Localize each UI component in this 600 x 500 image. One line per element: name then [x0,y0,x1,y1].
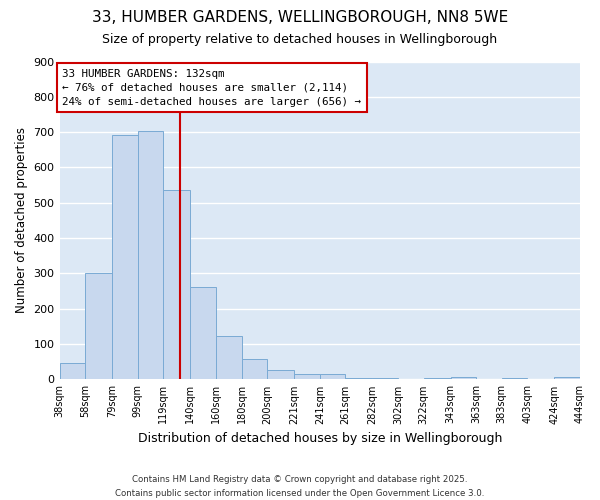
Text: 33, HUMBER GARDENS, WELLINGBOROUGH, NN8 5WE: 33, HUMBER GARDENS, WELLINGBOROUGH, NN8 … [92,10,508,25]
Bar [320,374,346,380]
Bar [424,378,451,380]
Bar [138,131,163,380]
Bar [373,378,398,380]
Bar [451,376,476,380]
X-axis label: Distribution of detached houses by size in Wellingborough: Distribution of detached houses by size … [137,432,502,445]
Bar [294,374,320,380]
Bar [216,336,242,380]
Bar [267,370,294,380]
Bar [554,376,580,380]
Bar [242,360,267,380]
Bar [346,378,373,380]
Text: Contains HM Land Registry data © Crown copyright and database right 2025.
Contai: Contains HM Land Registry data © Crown c… [115,476,485,498]
Text: 33 HUMBER GARDENS: 132sqm
← 76% of detached houses are smaller (2,114)
24% of se: 33 HUMBER GARDENS: 132sqm ← 76% of detac… [62,68,361,106]
Bar [85,274,112,380]
Text: Size of property relative to detached houses in Wellingborough: Size of property relative to detached ho… [103,32,497,46]
Bar [112,134,138,380]
Y-axis label: Number of detached properties: Number of detached properties [15,128,28,314]
Bar [163,190,190,380]
Bar [59,363,85,380]
Bar [502,378,527,380]
Bar [190,287,216,380]
